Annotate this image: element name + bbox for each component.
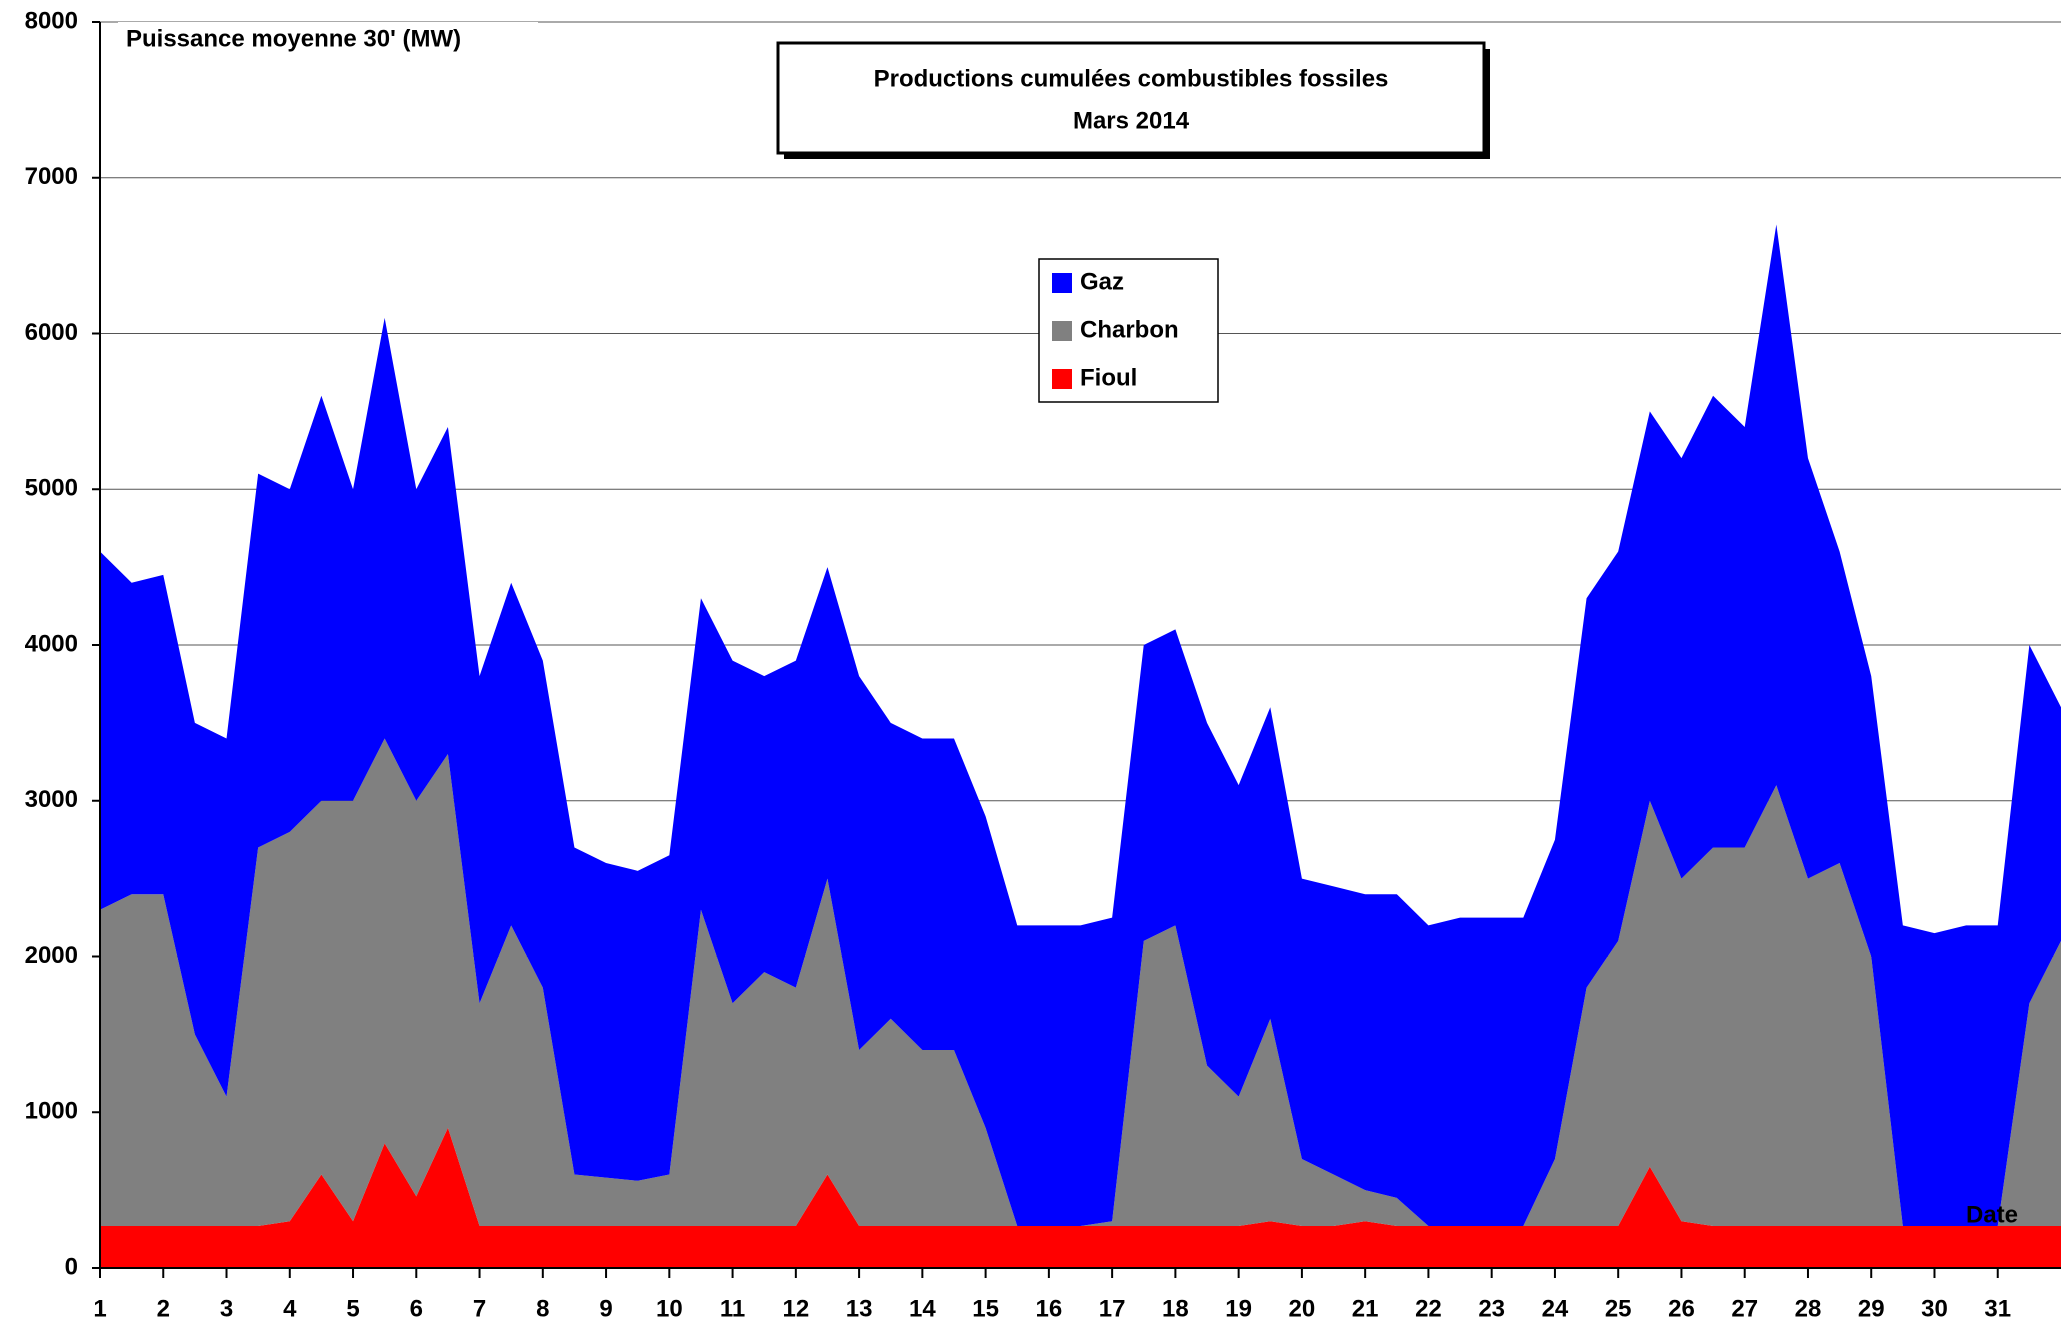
x-tick-label: 2: [157, 1295, 170, 1322]
x-tick-label: 7: [473, 1295, 486, 1322]
x-tick-label: 14: [909, 1295, 936, 1322]
x-tick-label: 3: [220, 1295, 233, 1322]
y-tick-label: 0: [65, 1253, 78, 1280]
x-tick-label: 15: [972, 1295, 999, 1322]
x-tick-label: 25: [1605, 1295, 1632, 1322]
chart-title: Productions cumulées combustibles fossil…: [874, 65, 1389, 92]
areas: [100, 224, 2061, 1268]
y-tick-label: 1000: [25, 1098, 78, 1125]
chart-subtitle: Mars 2014: [1073, 107, 1190, 134]
y-tick-label: 8000: [25, 7, 78, 34]
x-axis-label: Date: [1966, 1201, 2018, 1228]
x-tick-label: 26: [1668, 1295, 1695, 1322]
area: [100, 224, 2061, 1226]
legend-swatch: [1052, 273, 1072, 293]
x-tick-label: 24: [1542, 1295, 1569, 1322]
x-tick-label: 16: [1036, 1295, 1063, 1322]
x-tick-label: 5: [346, 1295, 359, 1322]
y-tick-label: 5000: [25, 475, 78, 502]
x-tick-label: 29: [1858, 1295, 1885, 1322]
x-tick-label: 10: [656, 1295, 683, 1322]
x-tick-label: 1: [93, 1295, 106, 1322]
x-tick-label: 21: [1352, 1295, 1379, 1322]
title-box: [776, 41, 1486, 155]
legend-swatch: [1052, 369, 1072, 389]
x-tick-label: 13: [846, 1295, 873, 1322]
x-tick-label: 9: [599, 1295, 612, 1322]
x-tick-label: 4: [283, 1295, 297, 1322]
area: [100, 1127, 2061, 1268]
x-tick-label: 23: [1478, 1295, 1505, 1322]
x-tick-label: 22: [1415, 1295, 1442, 1322]
x-tick-label: 20: [1289, 1295, 1316, 1322]
y-tick-label: 2000: [25, 942, 78, 969]
x-tick-label: 17: [1099, 1295, 1126, 1322]
legend-label: Charbon: [1080, 316, 1179, 343]
x-tick-label: 27: [1731, 1295, 1758, 1322]
legend-label: Gaz: [1080, 268, 1124, 295]
legend-label: Fioul: [1080, 364, 1137, 391]
y-label-bg: [118, 22, 538, 58]
x-tick-label: 12: [782, 1295, 809, 1322]
x-tick-label: 28: [1795, 1295, 1822, 1322]
area: [100, 738, 2061, 1226]
y-tick-label: 3000: [25, 786, 78, 813]
x-tick-label: 11: [720, 1295, 745, 1322]
y-tick-label: 4000: [25, 630, 78, 657]
x-tick-label: 19: [1225, 1295, 1252, 1322]
y-axis-label: Puissance moyenne 30' (MW): [126, 25, 461, 52]
x-tick-label: 18: [1162, 1295, 1189, 1322]
y-tick-label: 6000: [25, 319, 78, 346]
x-tick-label: 6: [410, 1295, 423, 1322]
legend-items: Fioul Charbon Gaz: [1052, 268, 1179, 391]
legend-swatch: [1052, 321, 1072, 341]
x-tick-label: 8: [536, 1295, 549, 1322]
y-tick-label: 7000: [25, 163, 78, 190]
x-tick-label: 30: [1921, 1295, 1948, 1322]
x-tick-label: 31: [1984, 1295, 2011, 1322]
